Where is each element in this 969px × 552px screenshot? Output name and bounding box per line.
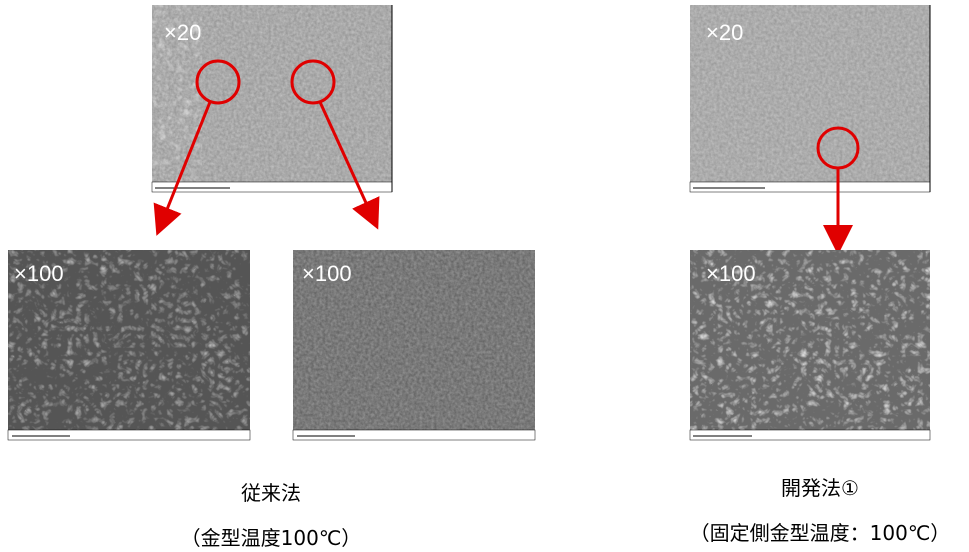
sem-image: ×100 xyxy=(8,250,250,440)
condition: （金型温度100℃） xyxy=(181,526,362,550)
magnification-label: ×100 xyxy=(14,261,64,286)
magnification-label: ×20 xyxy=(706,20,743,45)
caption: 従来法 xyxy=(241,481,301,505)
sem-image: ×20 xyxy=(152,5,392,192)
condition: （固定側金型温度：100℃） xyxy=(690,521,951,545)
figure: ×20 ×100 ×100 ×20 ×100 従来法 （ xyxy=(0,0,969,552)
sem-image: ×100 xyxy=(293,250,535,440)
magnification-label: ×20 xyxy=(164,20,201,45)
magnification-label: ×100 xyxy=(302,261,352,286)
caption: 開発法① xyxy=(781,476,859,500)
sem-image: ×100 xyxy=(690,250,930,440)
magnification-label: ×100 xyxy=(706,261,756,286)
sem-image: ×20 xyxy=(690,5,930,192)
